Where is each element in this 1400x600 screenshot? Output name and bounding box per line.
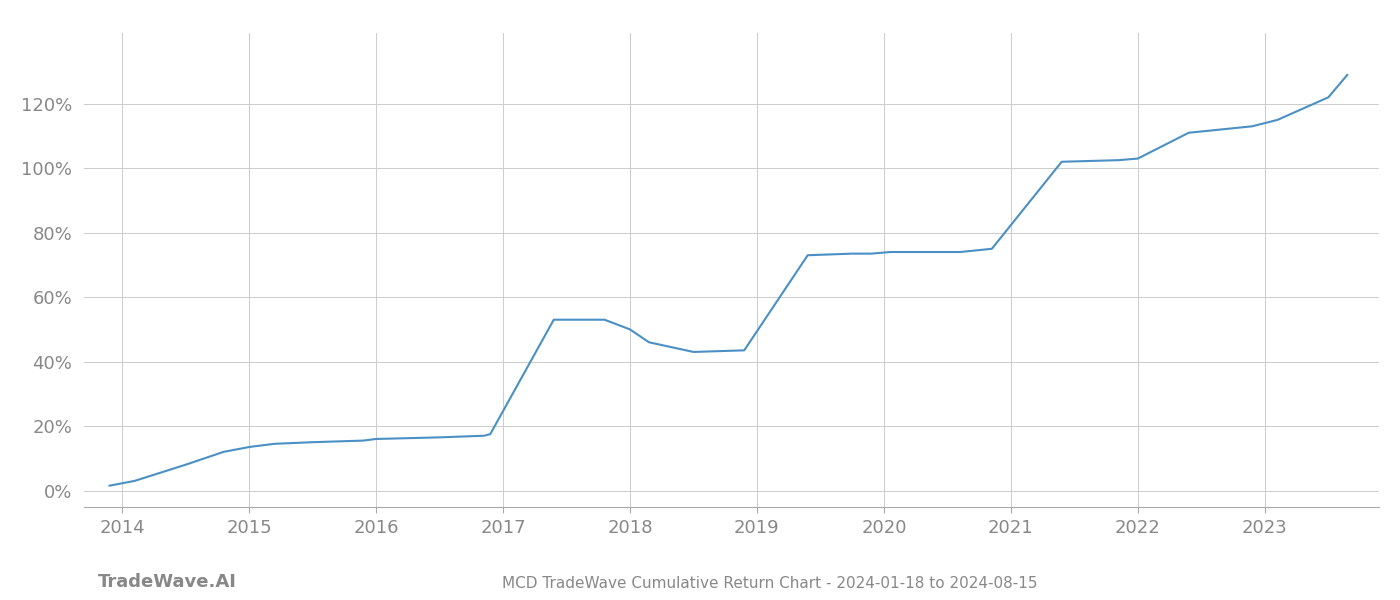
Text: TradeWave.AI: TradeWave.AI [98,573,237,591]
Text: MCD TradeWave Cumulative Return Chart - 2024-01-18 to 2024-08-15: MCD TradeWave Cumulative Return Chart - … [503,576,1037,591]
